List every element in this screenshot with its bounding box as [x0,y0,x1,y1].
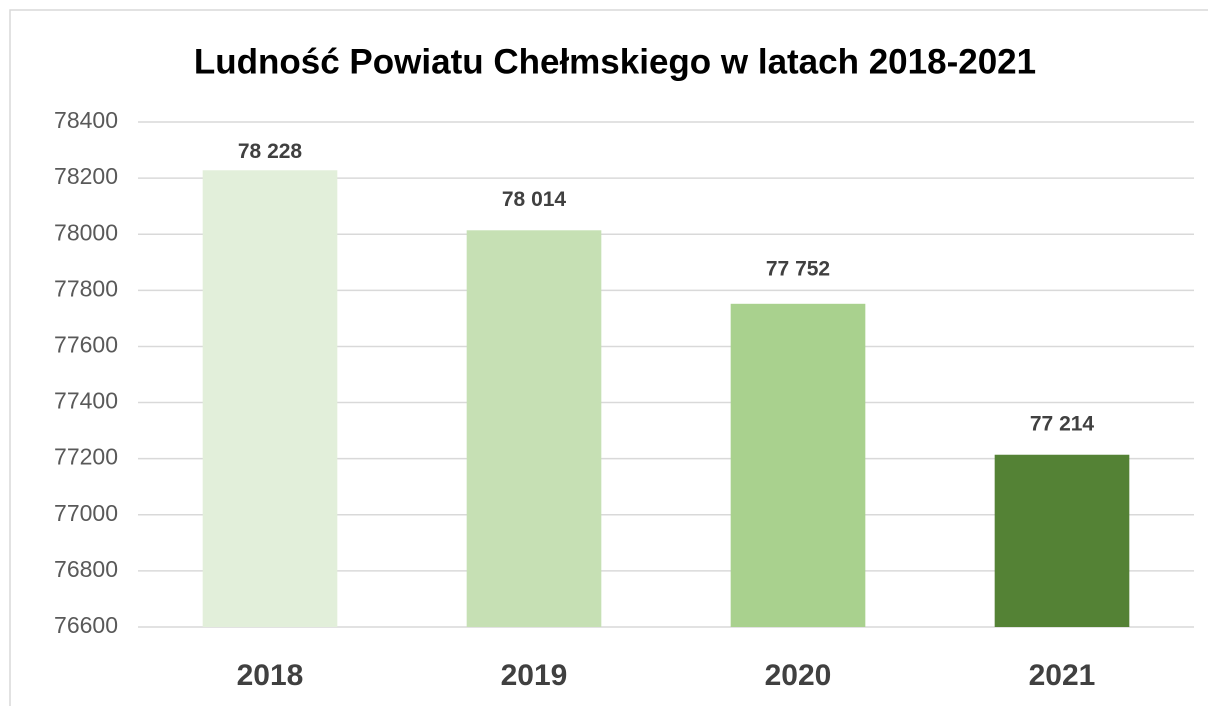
bar [730,303,866,627]
y-tick-label: 77400 [54,388,118,414]
bar [466,230,602,628]
x-tick-label: 2018 [237,659,304,692]
y-tick-label: 78400 [54,107,118,133]
y-tick-label: 77800 [54,275,118,301]
y-tick-label: 76600 [54,612,118,638]
x-tick-label: 2021 [1029,659,1096,692]
chart-title: Ludność Powiatu Chełmskiego w latach 201… [194,42,1036,81]
x-tick-label: 2020 [765,659,832,692]
y-tick-label: 76800 [54,556,118,582]
y-tick-label: 77000 [54,500,118,526]
bar [994,454,1130,627]
chart-frame [9,9,1208,706]
y-tick-label: 77200 [54,444,118,470]
y-tick-label: 78200 [54,163,118,189]
bar [202,170,338,627]
data-label: 77 214 [1030,412,1095,435]
y-tick-label: 78000 [54,219,118,245]
data-label: 77 752 [766,257,830,280]
x-tick-label: 2019 [501,659,568,692]
y-tick-label: 77600 [54,332,118,358]
data-label: 78 014 [502,188,567,211]
data-label: 78 228 [238,140,303,163]
